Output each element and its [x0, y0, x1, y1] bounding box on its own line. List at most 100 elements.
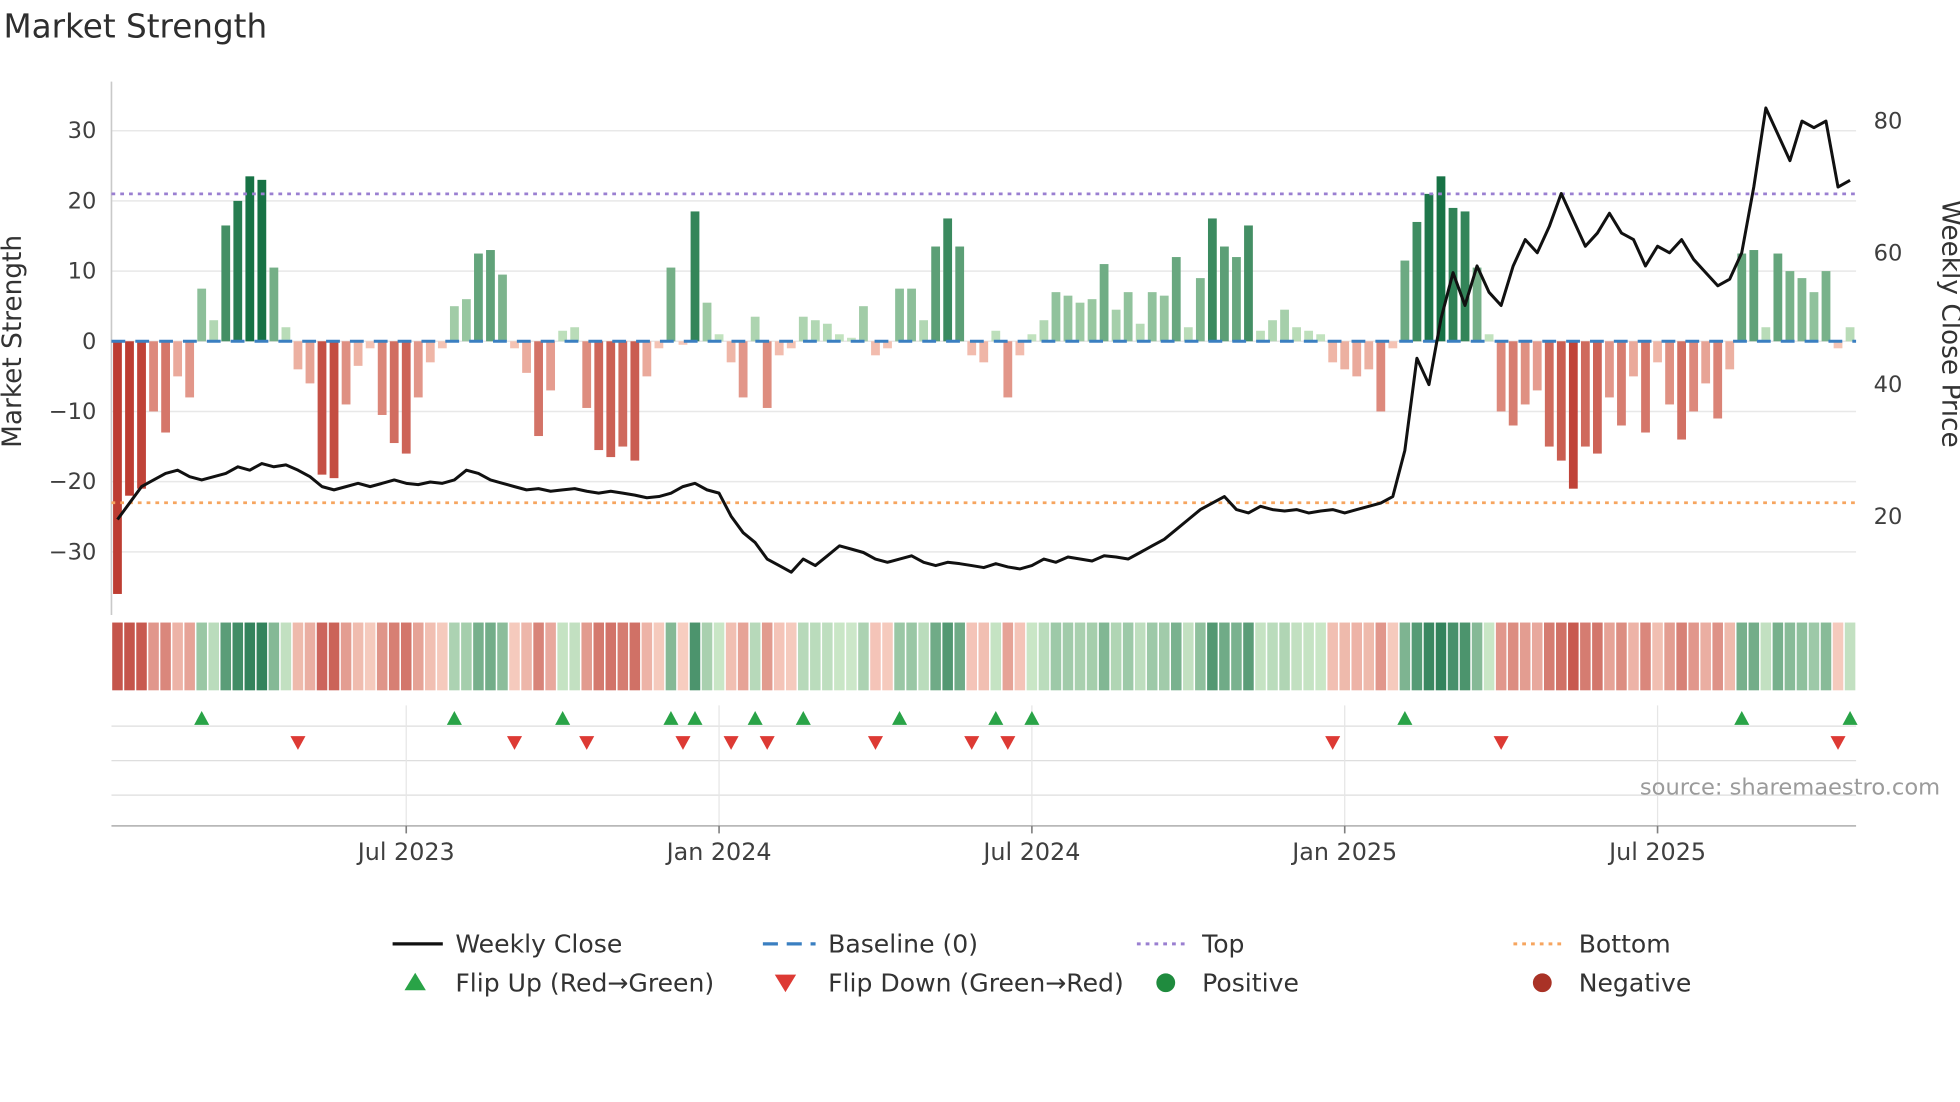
strength-bar — [1797, 278, 1807, 342]
strength-bar — [1617, 341, 1626, 426]
strength-bar — [798, 316, 808, 342]
heatmap-cell — [1832, 622, 1844, 691]
heatmap-cell — [208, 622, 219, 691]
heatmap-cell — [437, 622, 448, 691]
strength-bar — [1773, 253, 1783, 342]
flip-down-marker — [964, 736, 980, 750]
heatmap-cell — [1471, 622, 1483, 691]
heatmap-cell — [1604, 622, 1615, 691]
heatmap-cell — [689, 622, 701, 691]
heatmap-cell — [1387, 622, 1399, 691]
left-tick-label: −30 — [49, 539, 97, 565]
heatmap-cell — [1026, 622, 1038, 691]
strength-bar — [979, 341, 989, 363]
strength-bar — [606, 341, 616, 458]
strength-bar — [389, 341, 399, 444]
heatmap-cell — [425, 622, 436, 691]
heatmap-cell — [1267, 622, 1278, 691]
strength-bar — [1436, 176, 1446, 342]
strength-bar — [1544, 341, 1554, 447]
strength-bar — [690, 211, 700, 342]
strength-bar — [1520, 341, 1530, 405]
strength-bar — [1280, 309, 1289, 342]
heatmap-cell — [858, 622, 869, 691]
heatmap-strip — [112, 622, 1856, 691]
heatmap-cell — [196, 622, 207, 691]
strength-bar — [967, 341, 977, 356]
heatmap-cell — [292, 622, 304, 691]
flip-down-marker — [290, 736, 306, 750]
heatmap-cell — [1688, 622, 1699, 691]
heatmap-cell — [449, 622, 460, 691]
heatmap-cell — [413, 622, 424, 691]
heatmap-cell — [1628, 622, 1639, 691]
strength-bar — [1761, 327, 1771, 342]
strength-bar — [125, 341, 134, 496]
heatmap-cell — [1844, 622, 1856, 691]
heatmap-cell — [677, 622, 689, 691]
strength-bar — [642, 341, 652, 377]
flip-up-marker — [687, 711, 703, 725]
heatmap-cell — [1183, 622, 1194, 691]
strength-bar — [774, 341, 784, 356]
legend-label-top: Top — [1201, 930, 1244, 959]
flip-up-marker — [1842, 711, 1858, 725]
strength-bar — [1689, 341, 1699, 412]
strength-bar — [1099, 264, 1109, 342]
heatmap-cell — [1592, 622, 1603, 691]
strength-bar — [1412, 221, 1422, 342]
heatmap-cell — [713, 622, 725, 691]
heatmap-cell — [701, 622, 713, 691]
strength-bar — [161, 341, 170, 433]
strength-bar — [1605, 341, 1614, 398]
strength-bar — [1508, 341, 1518, 426]
price-polyline — [116, 106, 1851, 574]
strength-bar — [1821, 271, 1831, 342]
strength-bar — [1268, 320, 1277, 342]
flip-up-marker — [1024, 711, 1040, 725]
heatmap-cell — [1820, 622, 1832, 691]
flip-up-marker — [892, 711, 908, 725]
legend: Weekly Close Baseline (0) Top Bottom Fli… — [392, 930, 1691, 998]
strength-bar — [570, 327, 580, 342]
strength-bar — [955, 246, 965, 342]
strength-bar — [1256, 330, 1265, 342]
strength-bar — [377, 341, 387, 415]
flip-down-marker — [867, 736, 884, 750]
strength-bar — [257, 179, 267, 342]
heatmap-cell — [1676, 622, 1687, 691]
heatmap-cell — [1736, 622, 1748, 691]
heatmap-cell — [1279, 622, 1290, 691]
heatmap-cell — [569, 622, 580, 691]
strength-bar — [1556, 341, 1566, 461]
heatmap-cell — [1712, 622, 1723, 691]
flip-up-marker — [663, 711, 679, 725]
strength-bar — [1532, 341, 1542, 391]
strength-bar — [365, 341, 375, 349]
strength-bar — [1183, 327, 1193, 342]
strength-bar — [618, 341, 628, 447]
flip-up-marker — [795, 711, 811, 725]
weekly-close-line — [116, 106, 1851, 574]
strength-bar — [437, 341, 447, 349]
heatmap-cell — [232, 622, 244, 691]
heatmap-cell — [1339, 622, 1350, 691]
strength-bar — [738, 341, 748, 398]
strength-bars — [113, 176, 1855, 594]
x-tick-label: Jan 2024 — [665, 838, 772, 866]
legend-label-bottom: Bottom — [1579, 930, 1671, 959]
heatmap-cell — [172, 622, 183, 691]
strength-bar — [1388, 341, 1398, 349]
strength-bar — [329, 341, 339, 479]
right-axis-title: Weekly Close Price — [1936, 200, 1960, 448]
right-tick-label: 40 — [1874, 372, 1903, 398]
heatmap-cell — [918, 622, 929, 691]
flip-down-marker — [506, 736, 523, 750]
strength-bar — [1063, 295, 1073, 342]
heatmap-cell — [1243, 622, 1254, 691]
strength-bar — [305, 341, 315, 384]
heatmap-cell — [1231, 622, 1242, 691]
legend-label-positive: Positive — [1202, 969, 1299, 998]
strength-bar — [834, 334, 844, 342]
